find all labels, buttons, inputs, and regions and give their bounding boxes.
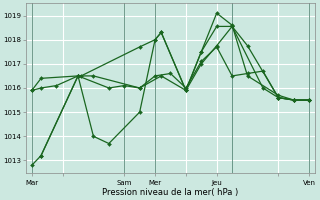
X-axis label: Pression niveau de la mer( hPa ): Pression niveau de la mer( hPa ): [102, 188, 239, 197]
